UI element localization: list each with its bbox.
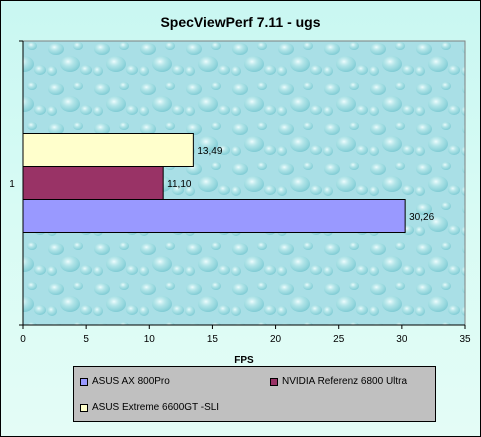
data-label: 13,49 bbox=[197, 146, 222, 157]
data-label: 30,26 bbox=[409, 212, 434, 223]
x-axis-title: FPS bbox=[234, 355, 254, 366]
data-label: 11,10 bbox=[167, 179, 192, 190]
bar bbox=[22, 166, 164, 200]
legend-item-asus-ax-800pro: ASUS AX 800Pro bbox=[80, 376, 170, 387]
legend: ASUS AX 800Pro NVIDIA Referenz 6800 Ultr… bbox=[73, 366, 436, 422]
x-tick-label: 10 bbox=[144, 334, 156, 345]
legend-swatch bbox=[80, 403, 88, 412]
bar bbox=[22, 199, 406, 233]
chart-title: SpecViewPerf 7.11 - ugs bbox=[160, 14, 321, 30]
x-tick-label: 30 bbox=[396, 334, 408, 345]
legend-item-nvidia-6800-ultra: NVIDIA Referenz 6800 Ultra bbox=[270, 376, 407, 387]
x-tick-label: 20 bbox=[270, 334, 282, 345]
legend-label: ASUS Extreme 6600GT -SLI bbox=[92, 402, 220, 413]
bar bbox=[22, 133, 194, 167]
x-tick-label: 5 bbox=[83, 334, 89, 345]
legend-swatch bbox=[270, 377, 278, 386]
legend-label: ASUS AX 800Pro bbox=[92, 376, 170, 387]
x-tick-label: 0 bbox=[20, 334, 26, 345]
x-tick-label: 25 bbox=[333, 334, 345, 345]
legend-label: NVIDIA Referenz 6800 Ultra bbox=[282, 376, 408, 387]
legend-item-asus-extreme-6600gt-sli: ASUS Extreme 6600GT -SLI bbox=[80, 402, 219, 413]
y-category-label: 1 bbox=[9, 179, 15, 190]
x-tick-label: 15 bbox=[207, 334, 219, 345]
x-tick-label: 35 bbox=[459, 334, 471, 345]
legend-swatch bbox=[80, 377, 88, 386]
